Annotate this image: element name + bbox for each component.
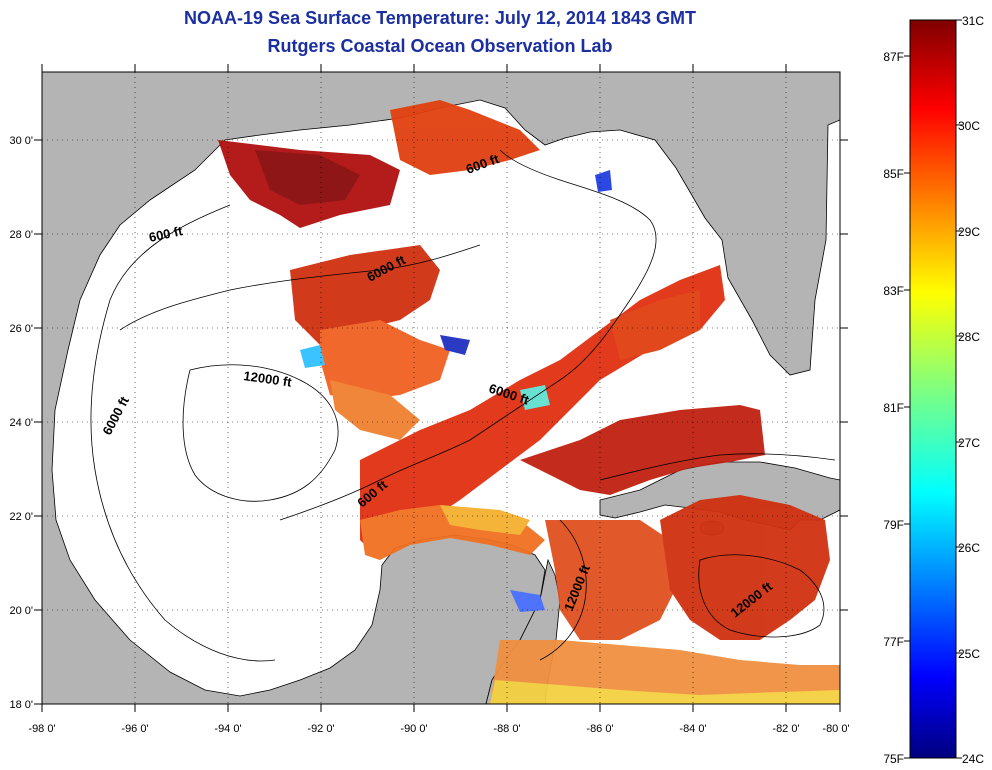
lat-tick-label: 18 0' bbox=[9, 699, 33, 711]
axis-ticks bbox=[34, 64, 848, 712]
graticule bbox=[42, 72, 840, 704]
colorbar-c-label: 31C bbox=[962, 14, 984, 28]
lon-tick-label: -84 0' bbox=[679, 723, 706, 735]
contour-label: 12000 ft bbox=[243, 368, 294, 390]
lat-tick-label: 22 0' bbox=[9, 511, 33, 523]
map-title: NOAA-19 Sea Surface Temperature: July 12… bbox=[184, 8, 696, 28]
colorbar-f-label: 83F bbox=[883, 284, 904, 298]
colorbar-f-label: 85F bbox=[883, 167, 904, 181]
lon-tick-label: -90 0' bbox=[400, 723, 427, 735]
colorbar-c-label: 24C bbox=[962, 752, 984, 766]
sst-data-layer bbox=[218, 100, 840, 704]
map-subtitle: Rutgers Coastal Ocean Observation Lab bbox=[267, 36, 613, 56]
contour-label: 600 ft bbox=[148, 223, 185, 245]
lon-tick-label: -80 0' bbox=[822, 723, 849, 735]
colorbar-c-label: 26C bbox=[958, 541, 980, 555]
lon-tick-label: -94 0' bbox=[214, 723, 241, 735]
colorbar-c-label: 28C bbox=[958, 330, 980, 344]
colorbar-f-label: 77F bbox=[883, 635, 904, 649]
lat-tick-label: 28 0' bbox=[9, 229, 33, 241]
lat-tick-label: 24 0' bbox=[9, 417, 33, 429]
colorbar-ticks bbox=[904, 19, 962, 759]
lon-tick-label: -96 0' bbox=[121, 723, 148, 735]
lon-tick-label: -82 0' bbox=[772, 723, 799, 735]
colorbar-f-label: 75F bbox=[883, 752, 904, 766]
lat-tick-label: 30 0' bbox=[9, 135, 33, 147]
colorbar-f-label: 79F bbox=[883, 518, 904, 532]
map-frame bbox=[41, 71, 841, 705]
colorbar-c-label: 30C bbox=[958, 119, 980, 133]
depth-contours bbox=[90, 149, 836, 662]
lon-tick-label: -98 0' bbox=[28, 723, 55, 735]
lon-tick-label: -86 0' bbox=[586, 723, 613, 735]
colorbar-f-label: 87F bbox=[883, 50, 904, 64]
colorbar-c-label: 25C bbox=[958, 647, 980, 661]
temperature-colorbar bbox=[909, 19, 957, 759]
lat-tick-label: 26 0' bbox=[9, 323, 33, 335]
lat-tick-label: 20 0' bbox=[9, 605, 33, 617]
colorbar-f-label: 81F bbox=[883, 401, 904, 415]
colorbar-c-label: 29C bbox=[958, 225, 980, 239]
lon-tick-label: -92 0' bbox=[307, 723, 334, 735]
colorbar-c-label: 27C bbox=[958, 436, 980, 450]
lon-tick-label: -88 0' bbox=[493, 723, 520, 735]
